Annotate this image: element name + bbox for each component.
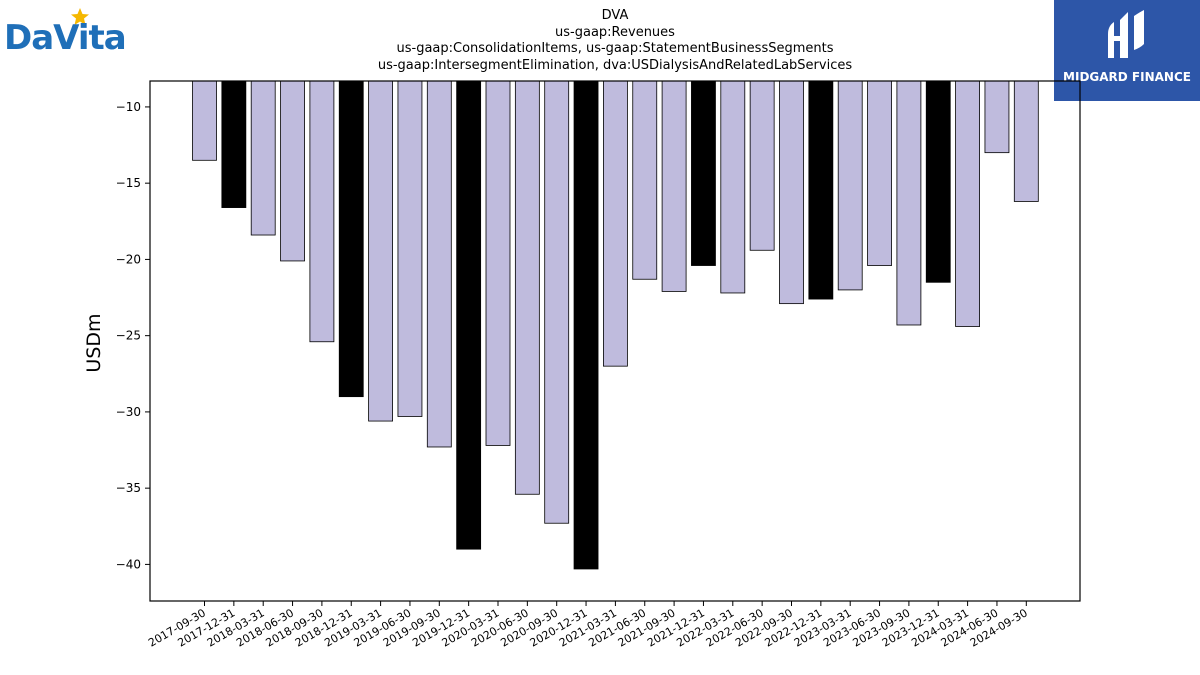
chart-title: DVA us-gaap:Revenues us-gaap:Consolidati… (150, 8, 1080, 74)
y-tick-label: −25 (116, 329, 141, 343)
bar (955, 80, 980, 327)
bar (1013, 80, 1039, 202)
bar (485, 80, 511, 446)
chart-title-line: us-gaap:Revenues (555, 24, 675, 40)
bar (397, 80, 423, 417)
bar (808, 80, 834, 300)
davita-logo-text: DaVita (4, 18, 127, 58)
bar (456, 80, 482, 550)
bar (338, 80, 364, 398)
y-tick-label: −20 (116, 252, 141, 266)
y-tick-label: −40 (116, 557, 141, 571)
midgard-logo-text: MIDGARD FINANCE (1063, 70, 1191, 84)
chart-title-line: DVA (601, 8, 629, 23)
davita-star-icon (71, 8, 89, 25)
bar (749, 80, 775, 251)
bar (544, 80, 570, 524)
bar (925, 80, 951, 283)
bar (192, 80, 217, 161)
bar (720, 80, 746, 294)
bar (867, 80, 892, 266)
bar (896, 80, 922, 326)
bar (221, 80, 247, 208)
bar (691, 80, 716, 266)
bar (280, 80, 305, 262)
midgard-finance-logo: MIDGARD FINANCE (1054, 0, 1200, 101)
y-tick-label: −10 (116, 100, 141, 114)
bar (573, 80, 599, 570)
y-tick-label: −30 (116, 405, 141, 419)
bar (632, 80, 658, 280)
chart-title-line: us-gaap:IntersegmentElimination, dva:USD… (377, 57, 853, 73)
bar (779, 80, 804, 305)
bar (250, 80, 276, 236)
bar (514, 80, 540, 495)
y-tick-label: −35 (116, 481, 141, 495)
davita-logo: DaVita (4, 4, 144, 60)
bar (426, 80, 452, 448)
bar (309, 80, 335, 343)
chart-title-line: us-gaap:ConsolidationItems, us-gaap:Stat… (396, 41, 834, 56)
y-tick-label: −15 (116, 176, 141, 190)
bar (837, 80, 863, 291)
bar (661, 80, 687, 292)
bar (984, 80, 1010, 154)
y-axis-label: USDm (83, 313, 105, 372)
bar (603, 80, 628, 367)
midgard-emblem-icon (1108, 10, 1144, 58)
bar (368, 80, 394, 422)
